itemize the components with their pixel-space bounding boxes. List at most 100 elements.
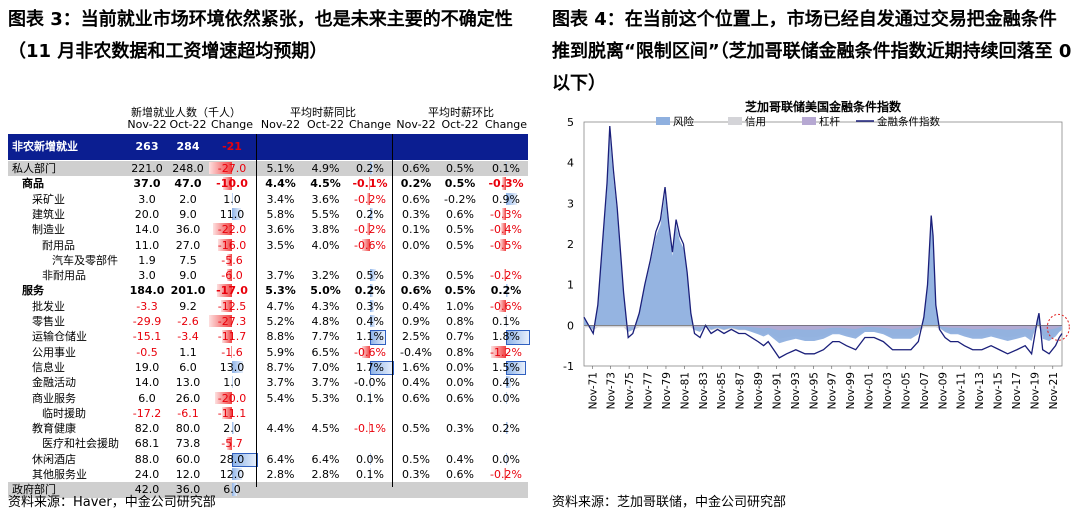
table-cell: 0.3% — [402, 269, 430, 283]
row-label: 公用事业 — [32, 345, 76, 359]
change-bar — [217, 284, 232, 297]
table-cell: 4.5% — [310, 177, 341, 191]
table-cell: 2.8% — [311, 468, 340, 481]
table-cell: 27.0 — [175, 238, 201, 252]
table-cell: 1.5% — [492, 360, 520, 374]
figure4-title: 图表 4：在当前这个位置上，市场已经自发通过交易把金融条件推到脱离“限制区间”（… — [552, 9, 1072, 94]
x-tick-label: Nov-89 — [753, 372, 765, 409]
row-label: 汽车及零部件 — [52, 253, 118, 267]
change-bar — [232, 376, 233, 389]
column-header: Oct-22 — [307, 118, 344, 131]
change-bar — [506, 315, 508, 328]
change-bar — [370, 468, 372, 481]
table-cell: 1.0 — [223, 192, 241, 206]
table-cell: 0.9% — [402, 315, 430, 328]
table-cell: -11.7 — [217, 330, 247, 344]
table-cell: 0.6% — [446, 468, 474, 481]
change-bar — [227, 253, 232, 267]
column-header: Change — [348, 118, 392, 131]
x-tick-label: Nov-79 — [661, 372, 673, 409]
row-label: 临时援助 — [42, 406, 86, 420]
row-label: 商业服务 — [32, 391, 76, 405]
table-cell: 3.7% — [311, 376, 340, 390]
change-bar — [370, 207, 373, 221]
x-tick-label: Nov-13 — [974, 372, 986, 409]
table-cell: 2.0 — [223, 422, 241, 436]
legend-label: 金融条件指数 — [877, 115, 940, 128]
table-row: 休闲酒店 88.0 60.0 28.0 6.4% 6.4% 0.0% 0.5% 0.4% 0.0% — [8, 452, 528, 467]
table-cell: 5.3% — [265, 284, 296, 298]
table-cell: 3.7% — [266, 269, 295, 283]
table-cell: 3.5% — [266, 238, 295, 252]
table-cell: 7.7% — [311, 330, 340, 344]
row-label: 零售业 — [32, 315, 65, 328]
table-cell: 28.0 — [219, 452, 245, 466]
change-bar — [232, 192, 233, 205]
figure4-source: 资料来源：芝加哥联储，中金公司研究部 — [552, 495, 787, 510]
table-cell: 11.0 — [134, 238, 160, 252]
table-cell: 80.0 — [175, 422, 201, 436]
change-bar — [506, 360, 527, 376]
change-bar — [368, 177, 370, 190]
table-cell: 4.9% — [311, 162, 340, 175]
table-cell: 0.0% — [492, 452, 520, 466]
table-cell: 0.6% — [446, 391, 474, 405]
highlight-circle — [1046, 313, 1070, 341]
table-cell: -0.5% — [490, 238, 522, 252]
table-cell: 1.0 — [223, 376, 241, 390]
x-tick-label: Nov-19 — [1029, 372, 1041, 409]
fci-index-line — [583, 126, 1063, 359]
table-cell: -27.3 — [217, 315, 247, 328]
table-cell: 0.2% — [356, 207, 384, 221]
table-cell: -12.5 — [217, 299, 247, 313]
column-header: Change — [484, 118, 528, 131]
change-bar — [232, 483, 238, 496]
table-cell: -0.2% — [444, 192, 476, 206]
table-cell: -0.6% — [354, 345, 386, 359]
table-cell: 0.2% — [356, 162, 384, 175]
row-label: 非耐用品 — [42, 269, 86, 283]
y-tick-label: -1 — [563, 360, 574, 373]
change-bar — [370, 360, 394, 376]
table-cell: 0.5% — [444, 284, 476, 298]
table-cell: 0.6% — [402, 192, 430, 206]
table-cell: -0.2% — [490, 269, 522, 283]
row-label: 采矿业 — [32, 192, 65, 206]
table-cell: 47.0 — [174, 177, 202, 191]
table-row: 耐用品 11.0 27.0 -16.0 3.5% 4.0% -0.6% 0.0% 0.5% -0.… — [8, 238, 528, 253]
table-cell: 0.2% — [400, 177, 432, 191]
table-cell: 3.0 — [138, 192, 156, 206]
table-cell: 3.4% — [266, 192, 295, 206]
table-cell: 2.0 — [179, 192, 197, 206]
table-cell: -10.0 — [216, 177, 248, 191]
table-cell: 1.1 — [179, 345, 197, 359]
x-tick-label: Nov-11 — [956, 372, 968, 409]
table-cell: 4.5% — [311, 422, 340, 436]
table-cell: 0.1% — [402, 223, 430, 237]
divider-1 — [256, 134, 257, 487]
table-row: 公用事业 -0.5 1.1 -1.6 5.9% 6.5% -0.6% -0.4% 0.8% -1.… — [8, 345, 528, 360]
change-bar — [506, 192, 517, 205]
table-cell: 0.5% — [356, 269, 384, 283]
table-cell: 1.1% — [356, 330, 384, 344]
x-tick-label: Nov-03 — [882, 372, 894, 409]
table-cell: 0.4% — [446, 452, 474, 466]
table-cell: 4.4% — [265, 177, 296, 191]
table-cell: 5.1% — [266, 162, 295, 175]
row-label: 信息业 — [32, 360, 65, 374]
table-cell: 14.0 — [134, 223, 160, 237]
table-row: 教育健康 82.0 80.0 2.0 4.4% 4.5% -0.1% 0.5% 0.3% 0.2% — [8, 421, 528, 436]
table-cell: -5.7 — [221, 437, 243, 451]
table-cell: 20.0 — [134, 207, 160, 221]
row-label: 金融活动 — [32, 376, 76, 390]
table-cell: 42.0 — [134, 483, 160, 497]
table-cell: 3.7% — [266, 376, 295, 390]
change-bar — [506, 284, 509, 297]
x-tick-label: Nov-17 — [1011, 372, 1023, 409]
table-cell: 0.4% — [492, 376, 520, 390]
table-cell: 5.4% — [266, 391, 295, 405]
table-cell: 60.0 — [175, 452, 201, 466]
table-cell: 0.6% — [402, 162, 430, 175]
row-label: 耐用品 — [42, 238, 75, 252]
